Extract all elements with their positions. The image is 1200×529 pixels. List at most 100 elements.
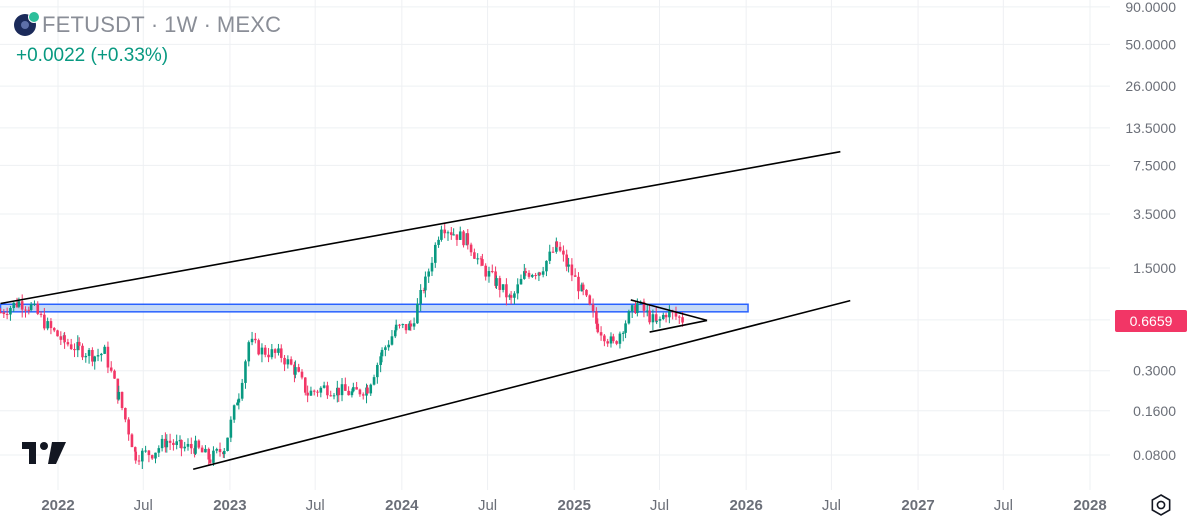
candle-body [545, 260, 548, 272]
candle-body [394, 324, 398, 331]
candle-body [615, 341, 618, 344]
candle-body [250, 338, 254, 343]
candle-body [326, 385, 329, 396]
candle-body [43, 314, 46, 329]
candle-body [2, 312, 6, 315]
candle-body [244, 361, 247, 383]
candle-body [387, 344, 390, 348]
candle-body [498, 278, 502, 290]
candle-body [49, 321, 53, 329]
interval-label[interactable]: 1W [164, 12, 198, 37]
candle-body [419, 289, 422, 304]
candle-body [347, 390, 350, 396]
candle-body [69, 344, 73, 349]
separator-dot: · [203, 12, 211, 37]
separator-dot: · [150, 12, 159, 37]
candle-body [654, 314, 658, 322]
price-axis-tick-label: 7.5000 [1133, 157, 1176, 173]
candle-body [312, 390, 316, 392]
candle-body [409, 323, 413, 327]
candle-body [455, 234, 459, 240]
candle-body [208, 459, 212, 463]
candle-body [5, 314, 9, 316]
settings-gear-icon[interactable] [1150, 494, 1172, 516]
candle-body [263, 347, 267, 355]
candle-body [332, 395, 336, 397]
candle-body [229, 419, 233, 438]
candle-body [624, 323, 627, 333]
tradingview-logo-icon[interactable] [22, 440, 68, 466]
candle-body [15, 302, 19, 307]
candle-body [422, 289, 426, 291]
candle-body [294, 367, 297, 375]
candle-body [109, 367, 113, 371]
candle-body [178, 439, 182, 442]
candle-body [300, 371, 304, 378]
candle-body [322, 385, 326, 388]
candle-body [661, 314, 665, 320]
time-axis-tick-label: 2023 [213, 497, 246, 514]
candle-body [376, 364, 379, 378]
candle-body [350, 391, 354, 396]
candle-body [505, 284, 508, 298]
candle-body [66, 342, 70, 345]
candle-body [147, 450, 151, 456]
candle-body [52, 328, 56, 331]
candle-body [157, 448, 161, 453]
time-axis-tick-label: Jul [650, 497, 669, 514]
candle-body [189, 443, 193, 449]
candle-body [309, 390, 313, 396]
candle-body [658, 319, 662, 321]
candle-body [361, 394, 365, 396]
candle-body [570, 264, 574, 276]
candle-body [200, 447, 204, 453]
candle-body [380, 349, 384, 357]
candle-body [551, 251, 555, 253]
candle-body [336, 387, 339, 396]
candle-body [247, 342, 251, 362]
candle-body [369, 384, 373, 394]
candle-body [501, 284, 505, 290]
candle-body [580, 284, 584, 292]
candle-body [59, 336, 63, 340]
candle-body [113, 370, 116, 379]
candle-body [452, 234, 455, 236]
candle-body [355, 387, 358, 390]
candle-body [668, 310, 671, 318]
candle-body [286, 359, 290, 365]
candle-body [319, 387, 323, 393]
candle-body [487, 271, 491, 277]
candle-body [603, 335, 606, 342]
candlestick-series [0, 222, 684, 469]
candle-body [168, 440, 172, 443]
symbol-name[interactable]: FETUSDT [42, 12, 145, 37]
candle-body [588, 295, 592, 305]
candle-body [565, 254, 568, 267]
candle-body [154, 452, 157, 459]
candle-body [130, 434, 134, 448]
candle-body [390, 336, 394, 345]
candle-body [595, 311, 598, 324]
candle-body [398, 324, 401, 326]
candle-body [141, 450, 144, 462]
candle-body [226, 437, 229, 451]
candle-body [73, 348, 76, 351]
candle-body [401, 324, 405, 326]
price-axis[interactable]: 90.0000 50.0000 26.0000 13.5000 7.5000 3.5000… [1125, 0, 1176, 463]
candle-body [655, 320, 658, 322]
price-axis-tick-label: 0.0800 [1133, 447, 1176, 463]
price-axis-tick-label: 0.3000 [1133, 363, 1176, 379]
candle-body [596, 323, 600, 333]
candle-body [0, 312, 2, 314]
candle-body [393, 330, 397, 337]
candle-body [437, 239, 440, 245]
candle-body [56, 330, 59, 337]
candle-body [366, 387, 369, 394]
candle-body [408, 323, 411, 331]
time-axis[interactable]: 2022 Jul 2023 Jul 2024 Jul 2025 Jul 2026 Jul 2027 J… [41, 497, 1106, 514]
time-axis-tick-label: 2027 [901, 497, 934, 514]
candle-body [29, 304, 33, 311]
candle-body [12, 302, 16, 309]
candle-body [232, 405, 236, 420]
